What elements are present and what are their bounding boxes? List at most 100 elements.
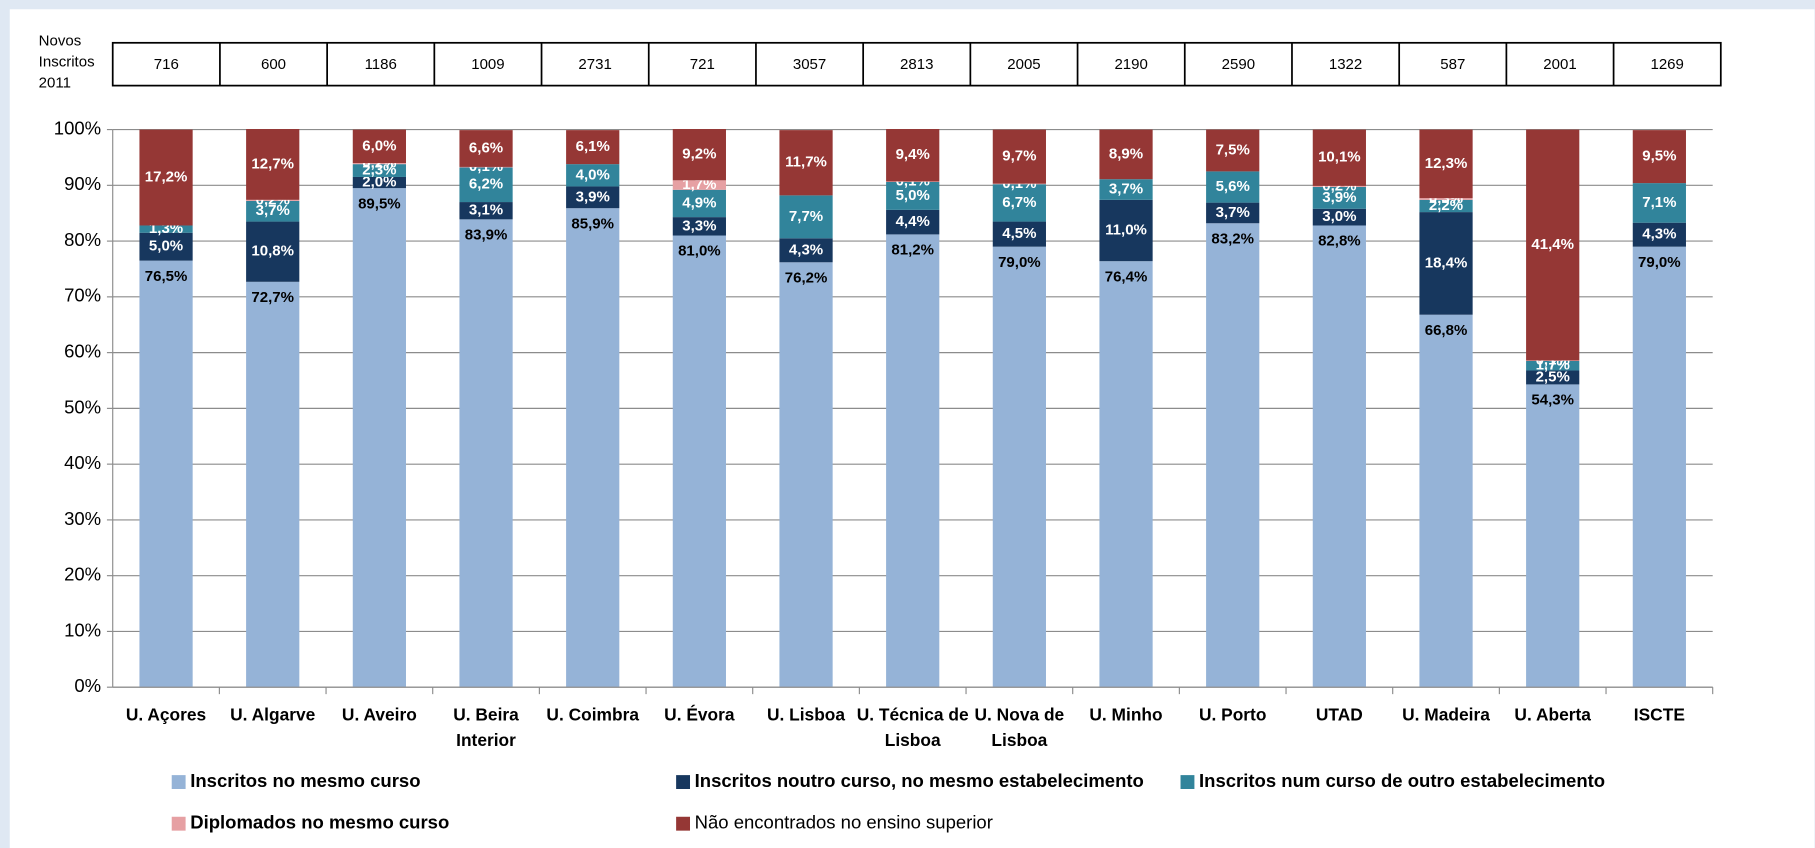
bar-segment (1312, 185, 1366, 188)
bar-segment (1099, 199, 1153, 262)
data-label: 4,0% (576, 166, 610, 183)
bar-segment (992, 184, 1046, 222)
bar-segment (672, 189, 726, 218)
bar-segment (566, 208, 620, 688)
bar-segment (139, 232, 193, 261)
bar-segment (1526, 384, 1580, 688)
x-tick-label: ISCTE (1633, 705, 1685, 726)
x-label-box: U. Aberta (1514, 706, 1590, 726)
table-label: Novos (39, 33, 82, 50)
x-tick-label: U. Coimbra (546, 705, 639, 726)
bar-segment (992, 129, 1046, 184)
data-label: 3,3% (682, 217, 716, 234)
bar-segment (1419, 198, 1473, 200)
x-label-box: U. Évora (664, 705, 735, 726)
bar-segment (1312, 187, 1366, 209)
x-label-box: U. Lisboa (767, 706, 845, 726)
bar-segment (352, 129, 406, 164)
legend-swatch (1180, 775, 1195, 789)
bar-segment (246, 129, 300, 200)
bar-segment (459, 166, 513, 168)
legend-label: Inscritos noutro curso, no mesmo estabel… (695, 770, 1144, 791)
data-label: 7,5% (1216, 141, 1250, 158)
data-label: 9,2% (682, 146, 716, 163)
bar-segment (672, 129, 726, 181)
bar-segment (246, 200, 300, 222)
data-label: 6,1% (576, 138, 610, 155)
y-tick-label: 90% (64, 173, 101, 194)
data-label: 6,7% (1002, 194, 1036, 211)
table-cell: 2005 (1007, 56, 1040, 73)
table-label: Inscritos (39, 53, 95, 70)
x-label-box: ISCTE (1633, 705, 1685, 726)
data-label: 3,0% (1322, 208, 1356, 225)
data-label: 9,4% (896, 146, 930, 163)
y-tick-label: 20% (64, 564, 101, 585)
bar-segment (672, 235, 726, 688)
table-cell: 2590 (1222, 56, 1255, 73)
data-label: 3,9% (1322, 189, 1356, 206)
data-label: 2,3% (362, 162, 396, 179)
x-tick-label: U. Açores (125, 705, 207, 726)
bar-segment (566, 186, 620, 209)
data-label: 79,0% (998, 254, 1041, 271)
data-label: 76,2% (785, 269, 828, 286)
bar-segment (992, 246, 1046, 688)
bar-segment (139, 225, 193, 233)
bar-segment (1099, 179, 1153, 200)
legend-label: Diplomados no mesmo curso (190, 812, 449, 833)
x-label-box: UTAD (1315, 705, 1363, 726)
x-tick-label: U. Aveiro (341, 705, 417, 726)
data-label: 17,2% (145, 168, 188, 185)
table-cell: 2731 (578, 56, 611, 73)
x-tick-label: U. Beira Interior (453, 705, 519, 751)
table-cell: 1322 (1329, 56, 1362, 73)
data-label: 11,7% (785, 154, 827, 171)
table-frame (111, 41, 1722, 87)
data-label: 12,3% (1425, 155, 1468, 172)
data-label: 8,9% (1109, 145, 1143, 162)
y-tick-label: 100% (54, 117, 101, 138)
data-label: 54,3% (1531, 392, 1574, 409)
bar-segment (1632, 222, 1686, 247)
legend-swatch (676, 816, 691, 831)
data-label: 3,7% (1216, 204, 1250, 221)
bar-segment (779, 130, 833, 196)
bar-segment (1419, 314, 1473, 688)
x-tick-label: U. Évora (664, 705, 735, 726)
bar-segment (992, 221, 1046, 247)
y-tick-label: 0% (74, 675, 101, 696)
table-cell: 600 (261, 56, 286, 73)
table-cell: 1009 (471, 56, 504, 73)
bar-segment (1312, 129, 1366, 186)
bar-segment (1206, 129, 1260, 172)
data-label: 11,0% (1105, 221, 1147, 238)
data-label: 72,7% (251, 289, 294, 306)
table-cell: 587 (1440, 56, 1465, 73)
table-cell: 2813 (900, 56, 933, 73)
table-cell: 3057 (793, 56, 826, 73)
bar-segment (1419, 212, 1473, 315)
x-label-box: U. Porto (1198, 705, 1267, 726)
bar-segment (886, 129, 940, 182)
x-label-box: U. Algarve (230, 706, 315, 726)
legend-label: Não encontrados no ensino superior (695, 812, 993, 833)
legend-label: Inscritos no mesmo curso (190, 770, 420, 791)
bar-segment (672, 217, 726, 236)
bar-segment (1526, 370, 1580, 385)
x-tick-label: U. Porto (1198, 705, 1267, 726)
data-label: 9,5% (1642, 148, 1676, 165)
data-label: 82,8% (1318, 233, 1361, 250)
bar-segment (566, 164, 620, 187)
bar-segment (672, 180, 726, 190)
x-tick-label: UTAD (1315, 705, 1363, 726)
y-tick-label: 40% (64, 452, 101, 473)
data-label: 4,3% (789, 241, 823, 258)
x-label-box: U. Nova de Lisboa (975, 706, 1065, 751)
data-label: 4,9% (682, 194, 716, 211)
data-label: 4,5% (1002, 225, 1036, 242)
data-label: 5,0% (896, 187, 930, 204)
bar-segment (992, 183, 1046, 185)
